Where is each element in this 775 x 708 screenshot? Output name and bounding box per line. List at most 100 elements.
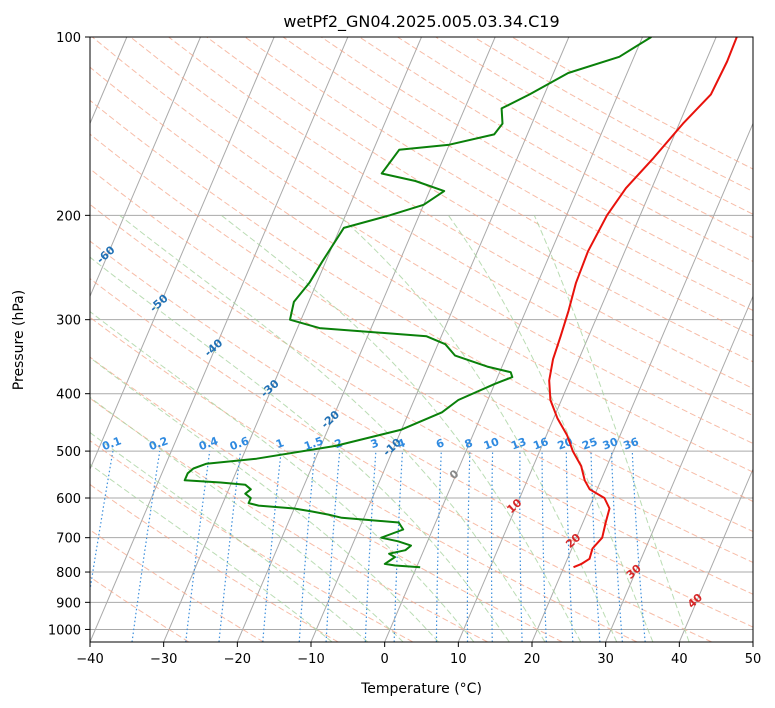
mixing-ratio-line bbox=[466, 451, 471, 642]
isotherm-line bbox=[531, 122, 753, 642]
sounding-lines bbox=[183, 37, 738, 569]
mixing-ratio-line bbox=[364, 451, 377, 642]
y-tick-label: 400 bbox=[56, 388, 81, 403]
mixing-ratio-line bbox=[185, 451, 211, 642]
isotherm-line bbox=[163, 37, 422, 642]
isotherm-label: -20 bbox=[319, 408, 343, 431]
moist-adiabat-line bbox=[220, 214, 582, 642]
mixing-ratio-line bbox=[298, 451, 316, 642]
isotherm-line bbox=[457, 37, 717, 642]
dry-adiabat-line bbox=[90, 397, 488, 642]
dry-adiabat-line bbox=[90, 66, 753, 473]
moist-adiabat-line bbox=[90, 310, 475, 642]
x-tick-label: 50 bbox=[745, 652, 762, 667]
moist-adiabat-line bbox=[90, 431, 369, 642]
isotherm-label: 40 bbox=[685, 591, 705, 611]
y-tick-label: 200 bbox=[56, 209, 81, 224]
chart-title: wetPf2_GN04.2025.005.03.34.C19 bbox=[283, 12, 559, 32]
mixing-ratio-label: 10 bbox=[482, 435, 501, 453]
dry-adiabat-line bbox=[244, 37, 753, 337]
moist-adiabat-line bbox=[90, 396, 404, 642]
mixing-ratio-label: 16 bbox=[531, 435, 550, 453]
dry-adiabat-line bbox=[90, 356, 563, 642]
mixing-ratio-line bbox=[610, 451, 623, 642]
y-axis-ticks: 100 200 300 400 500 600 700 800 900 1000 bbox=[48, 31, 90, 638]
x-tick-label: 40 bbox=[671, 652, 688, 667]
mixing-ratio-label: 8 bbox=[463, 436, 475, 451]
isotherm-label: 0 bbox=[447, 467, 462, 482]
mixing-ratio-label: 1 bbox=[274, 436, 286, 451]
mixing-ratio-line bbox=[631, 451, 646, 642]
dry-adiabat-line bbox=[90, 203, 753, 595]
mixing-ratio-line bbox=[90, 450, 114, 594]
moist-adiabat-line bbox=[119, 214, 546, 642]
temperature-line bbox=[548, 37, 738, 569]
y-tick-label: 1000 bbox=[48, 623, 81, 638]
isotherm-label: -50 bbox=[147, 292, 171, 315]
y-axis-label: Pressure (hPa) bbox=[11, 290, 27, 390]
x-tick-label: −30 bbox=[150, 652, 177, 667]
mixing-ratio-label: 36 bbox=[622, 435, 641, 453]
mixing-ratio-label: 6 bbox=[434, 436, 446, 451]
mixing-ratio-line bbox=[490, 451, 494, 642]
mixing-ratio-line bbox=[131, 451, 161, 642]
mixing-ratio-label: 3 bbox=[369, 436, 381, 451]
y-tick-label: 300 bbox=[56, 314, 81, 329]
dry-adiabat-line bbox=[90, 168, 753, 563]
dry-adiabat-line bbox=[90, 440, 414, 642]
x-tick-label: −20 bbox=[224, 652, 251, 667]
dry-adiabat-line bbox=[282, 37, 753, 312]
mixing-ratio-label: 0.6 bbox=[228, 434, 251, 453]
mixing-ratio-label: 13 bbox=[509, 435, 528, 452]
mixing-ratio-line bbox=[435, 451, 442, 642]
dry-adiabat-line bbox=[90, 316, 638, 642]
x-tick-label: 10 bbox=[450, 652, 467, 667]
plot-frame bbox=[89, 36, 754, 643]
mixing-ratio-label: 0.2 bbox=[147, 434, 170, 453]
isotherm-line bbox=[678, 467, 753, 642]
mixing-ratio-labels: 0.1 0.2 0.4 0.6 1 1.5 2 3 4 6 8 10 13 16 20 25 30 36 bbox=[100, 434, 640, 453]
dry-adiabat-line bbox=[90, 240, 753, 628]
mixing-ratio-label: 25 bbox=[580, 435, 599, 452]
dry-adiabat-line bbox=[90, 133, 753, 533]
mixing-ratio-label: 0.4 bbox=[197, 434, 220, 453]
isotherm-label: -80 bbox=[0, 149, 11, 172]
isotherm-line bbox=[605, 295, 753, 642]
isotherm-label: 10 bbox=[504, 496, 524, 516]
x-tick-label: 30 bbox=[597, 652, 614, 667]
y-tick-label: 600 bbox=[56, 492, 81, 507]
y-tick-label: 900 bbox=[56, 596, 81, 611]
x-axis-label: Temperature (°C) bbox=[360, 681, 482, 697]
mixing-ratio-line bbox=[262, 451, 282, 642]
isotherm-line bbox=[90, 37, 201, 298]
dry-adiabat-line bbox=[206, 37, 753, 363]
x-axis-ticks: −40 −30 −20 −10 0 10 20 30 40 50 bbox=[76, 642, 761, 667]
dry-adiabat-line bbox=[130, 37, 753, 417]
dry-adiabat-line bbox=[90, 483, 339, 642]
x-tick-label: 0 bbox=[381, 652, 389, 667]
mixing-ratio-label: 2 bbox=[333, 436, 345, 451]
moist-adiabat-line bbox=[447, 215, 654, 642]
x-tick-label: −40 bbox=[76, 652, 103, 667]
y-tick-label: 500 bbox=[56, 445, 81, 460]
mixing-ratio-label: 4 bbox=[395, 436, 407, 451]
dry-adiabat-line bbox=[511, 37, 753, 170]
background-lines bbox=[90, 37, 753, 642]
dry-adiabat-line bbox=[90, 576, 190, 642]
isotherm-label: -40 bbox=[202, 336, 226, 359]
mixing-ratio-label: 0.1 bbox=[100, 434, 123, 453]
moist-adiabat-line bbox=[533, 215, 690, 642]
dry-adiabat-line bbox=[359, 37, 753, 263]
isotherm-line bbox=[90, 37, 275, 471]
mixing-ratio-line bbox=[519, 451, 523, 642]
isotherm-line bbox=[384, 37, 643, 642]
y-tick-label: 700 bbox=[56, 532, 81, 547]
dewpoint-line bbox=[183, 37, 652, 569]
isotherm-line bbox=[752, 640, 753, 642]
isotherm-line bbox=[236, 37, 496, 642]
dry-adiabat-line bbox=[90, 278, 712, 642]
dry-adiabat-line bbox=[90, 529, 264, 642]
mixing-ratio-label: 30 bbox=[601, 435, 620, 453]
moist-adiabat-line bbox=[338, 214, 618, 642]
